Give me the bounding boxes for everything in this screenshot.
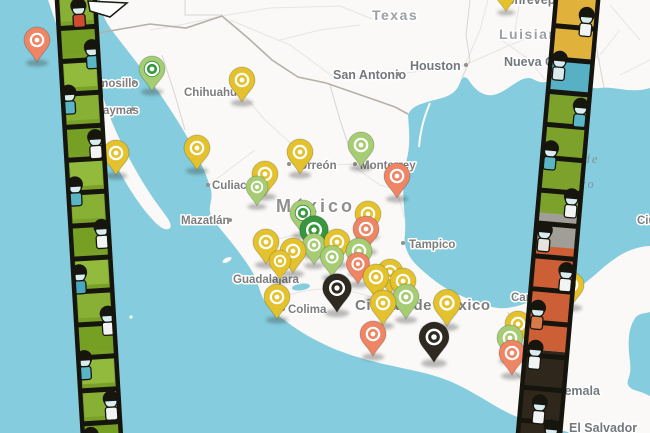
child-figure-illustration [87, 129, 104, 160]
child-figure-illustration [563, 188, 580, 219]
child-figure-illustration [71, 264, 88, 295]
child-figure-illustration [531, 394, 548, 425]
child-figure-illustration [543, 419, 560, 433]
map-label-texas: Texas [372, 7, 418, 23]
map-marker-yellow[interactable] [183, 134, 211, 171]
map-label-colima: Colima [288, 304, 327, 316]
map-marker-orange[interactable] [345, 251, 371, 285]
map-label-el-salvador: El Salvador [569, 421, 637, 433]
map-marker-orange[interactable] [23, 26, 51, 63]
map-marker-yellow[interactable] [496, 0, 517, 13]
map-label-tampico: Tampico [409, 239, 455, 251]
map-label-san-antonio: San Antonio [333, 68, 407, 82]
map-marker-orange[interactable] [383, 162, 411, 199]
map-marker-yellow[interactable] [286, 138, 314, 175]
map-marker-yellow[interactable] [369, 289, 397, 326]
child-figure-illustration [572, 97, 589, 129]
city-dot [287, 162, 291, 166]
map-marker-yellow[interactable] [279, 237, 307, 274]
city-dot [206, 183, 210, 187]
child-figure-illustration [542, 140, 559, 171]
filmstrip-left-illustration [54, 0, 124, 433]
city-dot [228, 218, 232, 222]
map-marker-yellow[interactable] [263, 283, 291, 320]
child-figure-illustration [529, 299, 547, 331]
child-figure-illustration [536, 222, 553, 253]
map-marker-light-green[interactable] [392, 283, 420, 320]
filmstrip-right-illustration [514, 0, 602, 433]
map-label-chihuahua: Chihuahua [184, 87, 244, 99]
lake [292, 283, 310, 291]
city-dot [132, 80, 136, 84]
child-figure-illustration [578, 6, 595, 38]
map-marker-yellow[interactable] [252, 228, 280, 265]
map-marker-light-green[interactable] [347, 131, 375, 168]
child-figure-illustration [527, 339, 544, 371]
barrier-island [418, 102, 431, 148]
city-dot [131, 107, 135, 111]
map-label-mazatlan: Mazatlán [181, 215, 230, 227]
island [129, 315, 133, 319]
flag-illustration [87, 0, 129, 18]
city-dot [401, 241, 405, 245]
child-figure-illustration [93, 218, 110, 250]
map-marker-green-duo[interactable] [138, 55, 166, 92]
child-figure-illustration [66, 176, 83, 207]
city-dot [396, 72, 400, 76]
map-label-luisiana: Luisiana [499, 26, 568, 42]
map-marker-orange[interactable] [359, 320, 387, 357]
map-marker-light-green[interactable] [245, 175, 269, 207]
child-figure-illustration [558, 262, 575, 293]
map-markers [23, 0, 585, 376]
map-marker-black[interactable] [322, 273, 352, 314]
map-marker-black[interactable] [418, 321, 450, 364]
map-label-houston: Houston [410, 59, 461, 73]
map-label-shreveport: Shreveport [506, 0, 573, 7]
island [222, 256, 232, 264]
map-marker-yellow[interactable] [228, 66, 256, 103]
map-marker-yellow[interactable] [268, 249, 292, 281]
map-marker-yellow[interactable] [432, 288, 462, 328]
city-dot [464, 63, 468, 67]
map-label-clipped-city-ne: Ciu [637, 215, 650, 227]
child-figure-illustration [70, 0, 87, 29]
child-figure-illustration [551, 50, 568, 82]
child-figure-illustration [102, 390, 119, 421]
